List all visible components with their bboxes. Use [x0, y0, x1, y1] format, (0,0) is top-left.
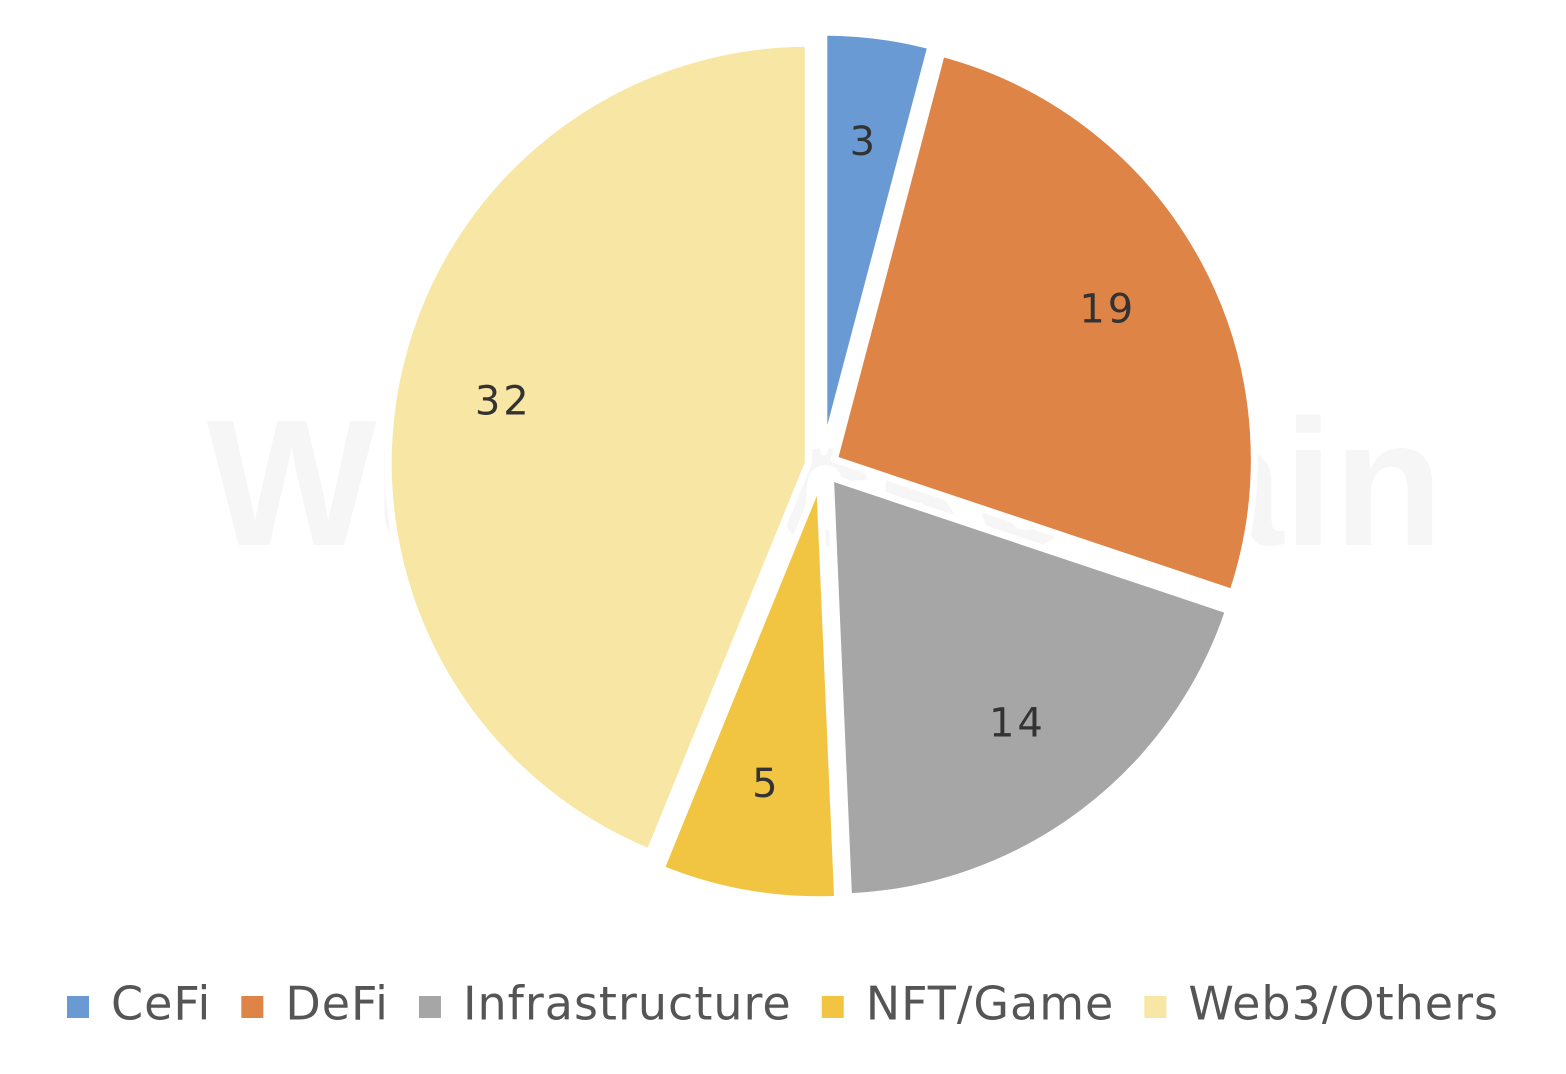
legend-item-infrastructure: Infrastructure	[418, 977, 792, 1031]
legend-swatch-nft-game	[821, 996, 844, 1018]
legend-item-defi: DeFi	[241, 977, 389, 1031]
legend-item-nft-game: NFT/Game	[821, 977, 1115, 1031]
legend-swatch-infrastructure	[418, 996, 441, 1018]
legend-label-cefi: CeFi	[111, 977, 211, 1031]
pie-slice-infrastructure	[826, 473, 1233, 901]
legend-label-infrastructure: Infrastructure	[463, 977, 792, 1031]
pie-slices	[384, 28, 1258, 904]
legend-swatch-cefi	[67, 996, 90, 1018]
legend-swatch-defi	[241, 996, 264, 1018]
data-label-infrastructure: 14	[989, 700, 1046, 746]
pie-slice-web3-others	[384, 39, 812, 856]
data-label-defi: 19	[1079, 287, 1136, 333]
data-label-nft-game: 5	[752, 761, 780, 807]
legend-label-nft-game: NFT/Game	[866, 977, 1115, 1031]
pie-slice-cefi	[820, 28, 935, 456]
legend-swatch-web3-others	[1144, 996, 1167, 1018]
legend: CeFi DeFi Infrastructure NFT/Game Web3/Other…	[67, 977, 1499, 1031]
pie-slice-nft-game	[657, 476, 842, 904]
pie-data-labels: 3 19 14 5 32	[475, 119, 1136, 807]
data-label-web3-others: 32	[475, 378, 532, 424]
legend-item-cefi: CeFi	[67, 977, 211, 1031]
pie-slice-defi	[830, 49, 1258, 597]
legend-label-web3-others: Web3/Others	[1188, 977, 1499, 1031]
data-label-cefi: 3	[850, 119, 878, 165]
legend-label-defi: DeFi	[285, 977, 389, 1031]
legend-item-web3-others: Web3/Others	[1144, 977, 1499, 1031]
